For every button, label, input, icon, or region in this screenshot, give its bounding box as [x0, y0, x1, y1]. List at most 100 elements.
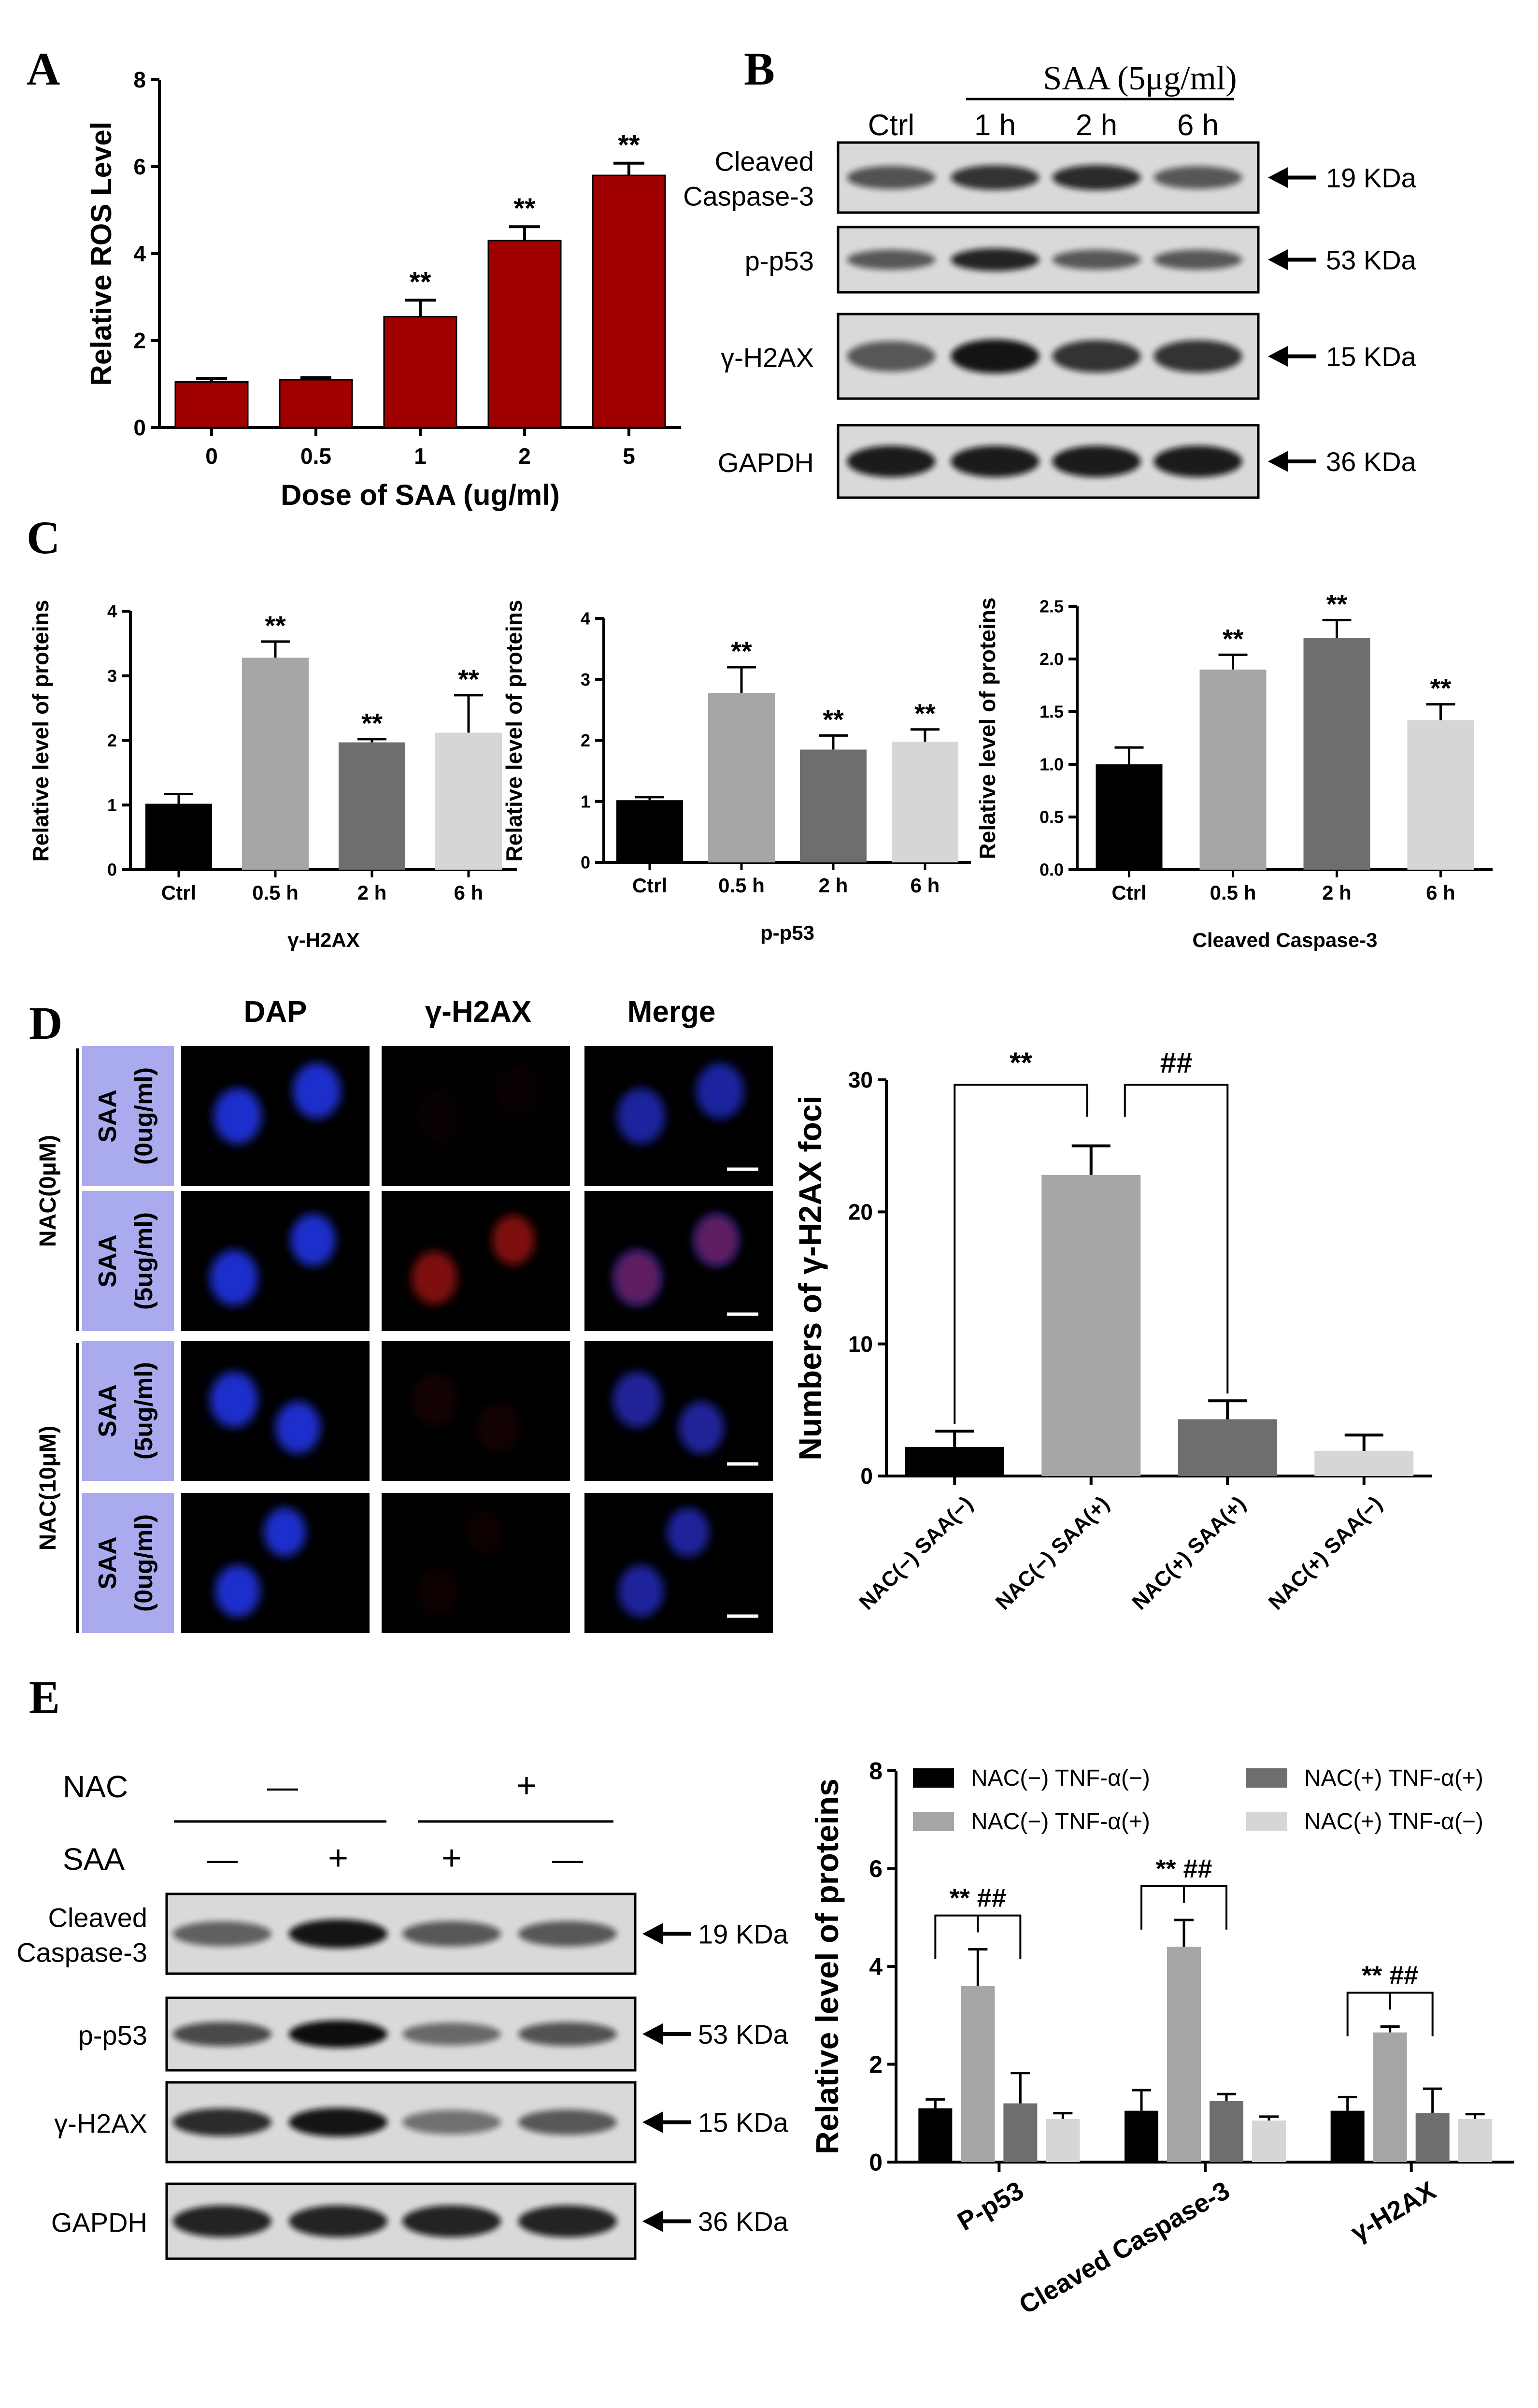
micro-d-foci [492, 1215, 535, 1265]
chart-c3: 0.0 0.5 1.0 1.5 2.0 2.5 Ctrl 0.5 h ** 2 h ** 6 h ** C… [975, 588, 1493, 951]
micro-d-nucleus [275, 1401, 321, 1454]
western-blot-b: SAA (5μg/ml) Ctrl 1 h 2 h 6 h Cleaved Caspase-… [683, 60, 1417, 499]
chart-c3-bar [1199, 669, 1267, 870]
chart-c1-y-label: Relative level of proteins [28, 600, 53, 862]
chart-c1-bar [435, 732, 502, 870]
blot-e-saa-sign: + [441, 1839, 462, 1878]
blot-b-row-label: Caspase-3 [683, 181, 814, 212]
chart-c2-bar [892, 742, 958, 862]
chart-c2-y-tick-label: 0 [581, 853, 590, 873]
chart-d-x-tick-label: NAC(+) SAA(−) [1264, 1491, 1387, 1614]
chart-e-x-tick-label: γ-H2AX [1346, 2176, 1440, 2247]
micro-d-nucleus [290, 1214, 336, 1266]
blot-e-band [172, 2108, 272, 2136]
micro-d-nucleus [215, 1565, 260, 1617]
chart-c2-significance: ** [823, 704, 844, 734]
chart-c2-significance: ** [914, 698, 936, 729]
chart-a-y-tick-label: 6 [133, 154, 146, 179]
blot-e-kda-label: 15 KDa [698, 2107, 789, 2138]
chart-e-x-tick-label: P-p53 [953, 2176, 1028, 2236]
blot-b-group-label: SAA (5μg/ml) [1043, 60, 1237, 97]
micro-d-nucleus [617, 1088, 665, 1144]
micro-d-row-label-bg [82, 1341, 174, 1481]
chart-d-bar [905, 1447, 1004, 1476]
micro-d-foci [465, 1509, 505, 1556]
blot-e-saa-sign: — [207, 1842, 238, 1877]
panel-letter-e: E [29, 1671, 60, 1723]
chart-c3-bar [1096, 764, 1163, 870]
blot-e-band [172, 2021, 272, 2047]
chart-e-y-tick-label: 6 [869, 1855, 883, 1882]
blot-e-band [518, 1921, 617, 1947]
micro-d-group-label: NAC(10μM) [35, 1426, 61, 1551]
micro-d-image-tile [382, 1046, 570, 1186]
chart-a-bar [383, 316, 457, 429]
chart-c1: 0 1 2 3 4 Ctrl 0.5 h ** 2 h ** 6 h ** γ-H2AX Relative… [28, 600, 517, 951]
chart-c3-x-label: Cleaved Caspase-3 [1193, 929, 1378, 951]
chart-a-x-tick-label: 5 [623, 444, 635, 469]
chart-c3-y-tick-label: 1.5 [1040, 702, 1064, 722]
chart-d-y-tick-label: 10 [848, 1332, 873, 1357]
chart-d-y-tick-label: 0 [860, 1463, 873, 1489]
chart-e-y-tick-label: 0 [869, 2149, 883, 2176]
micro-d-nucleus [293, 1063, 341, 1119]
micro-d-foci [618, 1089, 664, 1142]
blot-b-band [951, 445, 1040, 477]
blot-b-lane-label: 1 h [974, 109, 1016, 142]
micro-d-image-tile [181, 1341, 370, 1481]
micro-d-foci [619, 1566, 663, 1616]
chart-e-bar [1252, 2120, 1286, 2162]
blot-e-band [518, 2022, 617, 2046]
chart-c1-significance: ** [458, 664, 479, 694]
blot-b-arrow-head [1268, 167, 1288, 188]
chart-d-sig-bracket [1124, 1084, 1229, 1394]
chart-c3-y-tick-label: 0.0 [1040, 860, 1064, 880]
chart-c2-x-tick-label: 0.5 h [718, 874, 765, 897]
chart-e-bar [1458, 2119, 1492, 2162]
micro-d-row-label: SAA [94, 1384, 122, 1437]
chart-c1-y-tick-label: 3 [107, 666, 117, 686]
micro-d-row-label: SAA [94, 1089, 122, 1143]
micro-d-foci [698, 1064, 743, 1117]
chart-c2-bar [708, 693, 775, 862]
micro-d-foci [614, 1373, 660, 1426]
chart-c1-bar [339, 742, 405, 870]
chart-e-y-tick-label: 4 [869, 1953, 883, 1980]
micro-d-row-label-bg [82, 1046, 174, 1186]
micro-d-column-header: Merge [627, 995, 716, 1029]
chart-d-sig-label: ** [1010, 1046, 1032, 1079]
micro-d-image-tile [584, 1191, 773, 1331]
micro-d-nucleus [214, 1088, 262, 1144]
chart-c2-significance: ** [731, 636, 752, 666]
micro-d-row-label: SAA [94, 1536, 122, 1590]
chart-d-bar [1178, 1419, 1277, 1476]
chart-c1-y-tick-label: 2 [107, 731, 117, 750]
western-blot-e: NAC SAA — + — + + — Cleaved Caspase-3 19 KDa p-p53 5… [16, 1766, 789, 2260]
chart-a-y-label: Relative ROS Level [85, 122, 117, 386]
micro-d-foci [614, 1251, 660, 1304]
chart-c3-significance: ** [1430, 673, 1452, 703]
micro-d-foci [415, 1089, 461, 1143]
chart-c1-significance: ** [265, 610, 286, 641]
blot-b-band [1154, 166, 1242, 189]
micro-d-column-header: γ-H2AX [425, 995, 532, 1029]
panel-letter-c: C [27, 512, 60, 563]
chart-d-y-tick-label: 30 [848, 1067, 873, 1092]
blot-b-lane-label: Ctrl [868, 109, 914, 142]
blot-e-nac-sign: + [516, 1766, 537, 1805]
blot-e-arrow-head [642, 2023, 663, 2045]
blot-b-band [1154, 249, 1242, 270]
chart-c3-y-tick-label: 2.0 [1040, 649, 1064, 669]
chart-c3-x-tick-label: 0.5 h [1210, 881, 1256, 904]
blot-e-row-label: p-p53 [78, 2020, 147, 2050]
chart-d-x-tick-label: NAC(+) SAA(+) [1127, 1491, 1250, 1614]
blot-b-band [1052, 445, 1141, 477]
chart-e-bar [1373, 2032, 1407, 2162]
chart-c3-x-tick-label: 6 h [1426, 881, 1455, 904]
panel-letter-b: B [744, 43, 775, 95]
chart-a-bar [279, 379, 353, 429]
blot-e-band [288, 2020, 388, 2048]
chart-a-significance: ** [618, 129, 640, 161]
blot-b-lane-label: 2 h [1076, 109, 1117, 142]
chart-a-x-tick-label: 0.5 [300, 444, 331, 469]
